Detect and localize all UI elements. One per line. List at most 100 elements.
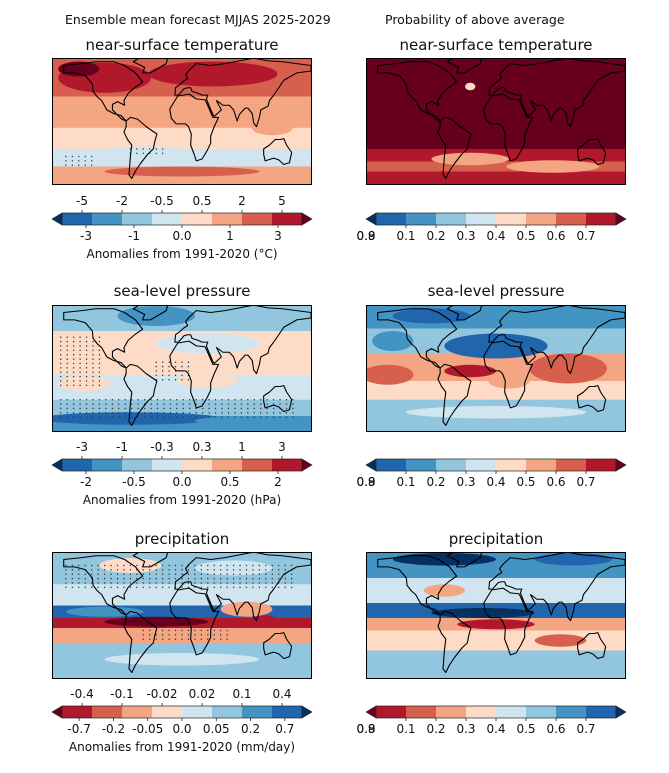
field-band [53, 628, 311, 644]
significance-dot [92, 349, 94, 352]
significance-dot [161, 365, 164, 368]
significance-dot [220, 638, 222, 640]
significance-dot [168, 564, 170, 567]
significance-dot [129, 573, 132, 575]
significance-dot [278, 569, 280, 571]
colorbar-lower-tick-label: -1 [128, 229, 140, 243]
significance-dot [66, 412, 68, 414]
significance-dot [214, 412, 217, 414]
significance-dot [258, 564, 261, 567]
colorbar-segment [122, 706, 153, 718]
colorbar-extend-low [51, 705, 63, 719]
coastline [63, 553, 311, 674]
significance-dot [208, 412, 210, 414]
colorbar-segment [152, 213, 183, 225]
significance-dot [292, 416, 294, 418]
significance-dot [234, 403, 236, 405]
significance-dot [187, 638, 190, 640]
significance-dot [220, 573, 222, 575]
significance-dot [85, 375, 88, 378]
significance-dot [156, 412, 159, 414]
significance-dot [208, 399, 210, 401]
colorbar-lower-tick-label: 0.3 [456, 722, 476, 736]
significance-dot [129, 577, 132, 580]
significance-dot [181, 638, 183, 640]
significance-dot [252, 586, 254, 589]
significance-dot [60, 403, 62, 405]
colorbar-segment [62, 213, 93, 225]
significance-dot [155, 152, 157, 155]
significance-dot [60, 384, 62, 387]
significance-dot [161, 634, 164, 636]
significance-dot [247, 407, 249, 410]
significance-dot [98, 403, 101, 405]
significance-dot [226, 577, 228, 580]
significance-dot [78, 573, 80, 575]
significance-dot [103, 569, 106, 571]
coastline [63, 306, 311, 427]
precipitation-anomaly-colorbar: -0.4 -0.1 -0.02 0.02 0.1 0.4 -0.7 -0.2 -0.05 0.0 0… [51, 687, 313, 769]
significance-dot [156, 407, 159, 410]
colorbar-lower-tick-label: 0.8 [356, 475, 376, 489]
significance-dot [168, 586, 170, 589]
colorbar-lower-tick-label: 0.2 [426, 229, 446, 243]
field-region [431, 152, 509, 166]
significance-dot [279, 399, 281, 401]
significance-dot [103, 564, 106, 567]
field-region [58, 376, 110, 391]
significance-dot [195, 403, 197, 405]
significance-dot [161, 152, 164, 155]
significance-dot [213, 582, 215, 584]
significance-dot [60, 371, 62, 373]
significance-dot [163, 399, 165, 401]
significance-dot [79, 349, 81, 352]
significance-dot [136, 582, 138, 584]
significance-dot [266, 407, 268, 410]
significance-dot [213, 634, 215, 636]
significance-dot [259, 412, 262, 414]
significance-dot [60, 354, 62, 356]
significance-dot [98, 416, 101, 418]
colorbar-axis-label: Anomalies from 1991-2020 (°C) [86, 247, 278, 261]
significance-dot [71, 155, 74, 158]
colorbar-upper-tick-label: 0.5 [192, 194, 212, 208]
significance-dot [84, 582, 86, 584]
significance-dot [65, 564, 67, 567]
significance-dot [149, 569, 151, 571]
significance-dot [279, 403, 281, 405]
significance-dot [79, 358, 81, 360]
significance-dot [278, 573, 280, 575]
colorbar-segment [92, 459, 123, 471]
significance-dot [155, 374, 157, 377]
significance-dot [207, 569, 209, 571]
colorbar-lower-tick-label: 0.9 [356, 722, 376, 736]
significance-dot [252, 564, 254, 567]
significance-dot [194, 582, 196, 584]
significance-dot [65, 569, 67, 571]
significance-dot [240, 399, 243, 401]
significance-dot [168, 374, 170, 377]
significance-dot [220, 564, 222, 567]
significance-dot [111, 399, 114, 401]
significance-dot [105, 407, 107, 410]
significance-dot [174, 573, 177, 575]
significance-dot [207, 582, 209, 584]
significance-dot [118, 407, 120, 410]
precipitation-anomaly-map [52, 552, 312, 679]
significance-dot [71, 586, 74, 589]
significance-dot [239, 564, 241, 567]
colorbar-lower-tick-label: 0.6 [546, 229, 566, 243]
significance-dot [97, 573, 99, 575]
significance-dot [207, 629, 209, 632]
field-region [423, 584, 466, 597]
significance-dot [91, 569, 93, 571]
significance-dot [271, 573, 273, 575]
significance-dot [189, 412, 191, 414]
map-graphic [367, 306, 625, 431]
significance-dot [149, 564, 151, 567]
significance-dot [79, 380, 81, 382]
significance-dot [292, 399, 294, 401]
significance-dot [91, 564, 93, 567]
significance-dot [136, 573, 138, 575]
significance-dot [290, 582, 293, 584]
